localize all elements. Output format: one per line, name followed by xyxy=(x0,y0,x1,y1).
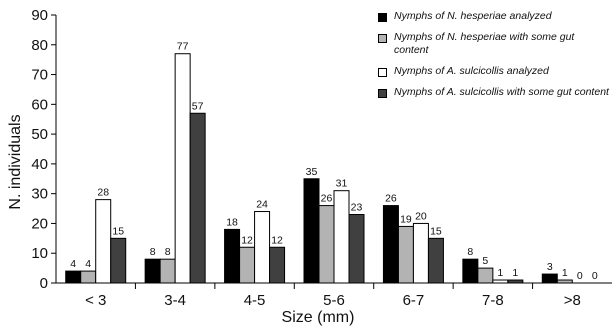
data-label: 1 xyxy=(562,267,568,279)
data-label: 24 xyxy=(256,199,268,211)
bar xyxy=(159,258,176,284)
data-label: 19 xyxy=(400,213,412,225)
y-tick-label: 90 xyxy=(31,7,48,24)
bar xyxy=(492,279,509,284)
bar xyxy=(397,225,414,284)
y-tick-label: 0 xyxy=(40,275,48,292)
bar xyxy=(95,199,112,284)
y-tick-label: 70 xyxy=(31,67,48,84)
data-label: 35 xyxy=(306,166,318,178)
legend-label: Nymphs of A. sulcicollis analyzed xyxy=(394,65,549,77)
legend-swatch xyxy=(378,13,387,22)
y-tick-label: 20 xyxy=(31,215,48,232)
legend-item: Nymphs of N. hesperiae analyzed xyxy=(378,10,610,23)
x-tick-label: 3-4 xyxy=(164,292,186,309)
data-label: 28 xyxy=(97,187,109,199)
y-tick-label: 60 xyxy=(31,96,48,113)
bar xyxy=(80,270,97,284)
bar xyxy=(412,222,429,284)
data-label: 1 xyxy=(512,267,518,279)
data-label: 15 xyxy=(430,225,442,237)
data-label: 1 xyxy=(497,267,503,279)
data-label: 20 xyxy=(415,210,427,222)
y-tick-label: 80 xyxy=(31,37,48,54)
x-tick-label: 7-8 xyxy=(482,292,504,309)
legend-item: Nymphs of A. sulcicollis analyzed xyxy=(378,65,610,78)
data-label: 12 xyxy=(241,234,253,246)
bar xyxy=(556,279,573,284)
bar xyxy=(303,178,320,284)
data-label: 8 xyxy=(165,246,171,258)
data-label: 57 xyxy=(192,100,204,112)
bar xyxy=(462,258,479,284)
data-label: 8 xyxy=(467,246,473,258)
bar xyxy=(427,237,444,284)
y-tick-label: 30 xyxy=(31,186,48,203)
bar xyxy=(224,228,241,284)
legend-item: Nymphs of N. hesperiae with some gut con… xyxy=(378,31,610,57)
bar xyxy=(348,214,365,284)
x-tick-label: 5-6 xyxy=(323,292,345,309)
bar xyxy=(239,246,256,284)
bar xyxy=(144,258,161,284)
bar xyxy=(189,112,206,284)
data-label: 5 xyxy=(482,255,488,267)
y-axis-label: N. individuals xyxy=(7,114,24,209)
x-axis-label: Size (mm) xyxy=(282,309,355,326)
data-label: 8 xyxy=(150,246,156,258)
legend-swatch xyxy=(378,89,387,98)
x-tick-label: >8 xyxy=(564,292,581,309)
legend-swatch xyxy=(378,34,387,43)
bar xyxy=(507,279,524,284)
bar xyxy=(382,205,399,284)
data-label: 15 xyxy=(112,225,124,237)
legend-swatch xyxy=(378,68,387,77)
legend-item: Nymphs of A. sulcicollis with some gut c… xyxy=(378,86,610,99)
data-label: 0 xyxy=(577,270,583,282)
data-label: 12 xyxy=(271,234,283,246)
x-tick-label: 6-7 xyxy=(403,292,425,309)
legend-label: Nymphs of A. sulcicollis with some gut c… xyxy=(394,86,609,98)
bar xyxy=(333,190,350,284)
data-label: 31 xyxy=(336,178,348,190)
data-label: 18 xyxy=(226,216,238,228)
data-label: 0 xyxy=(592,270,598,282)
legend: Nymphs of N. hesperiae analyzed Nymphs of… xyxy=(378,10,610,107)
bar xyxy=(541,273,558,284)
bar xyxy=(269,246,286,284)
data-label: 26 xyxy=(385,193,397,205)
bar xyxy=(65,270,82,284)
x-tick-label: 4-5 xyxy=(244,292,266,309)
bar xyxy=(254,211,271,284)
bar xyxy=(318,205,335,284)
data-label: 4 xyxy=(85,258,91,270)
bar xyxy=(477,267,494,284)
y-tick-label: 50 xyxy=(31,126,48,143)
legend-label: Nymphs of N. hesperiae with some gut con… xyxy=(394,31,575,56)
legend-label: Nymphs of N. hesperiae analyzed xyxy=(394,10,552,22)
bar xyxy=(110,237,127,284)
data-label: 23 xyxy=(351,202,363,214)
y-tick-label: 40 xyxy=(31,156,48,173)
data-label: 3 xyxy=(547,261,553,273)
data-label: 4 xyxy=(70,258,76,270)
data-label: 26 xyxy=(321,193,333,205)
y-tick-label: 10 xyxy=(31,245,48,262)
data-label: 77 xyxy=(177,41,189,53)
x-tick-label: < 3 xyxy=(85,292,106,309)
bar xyxy=(174,53,191,284)
